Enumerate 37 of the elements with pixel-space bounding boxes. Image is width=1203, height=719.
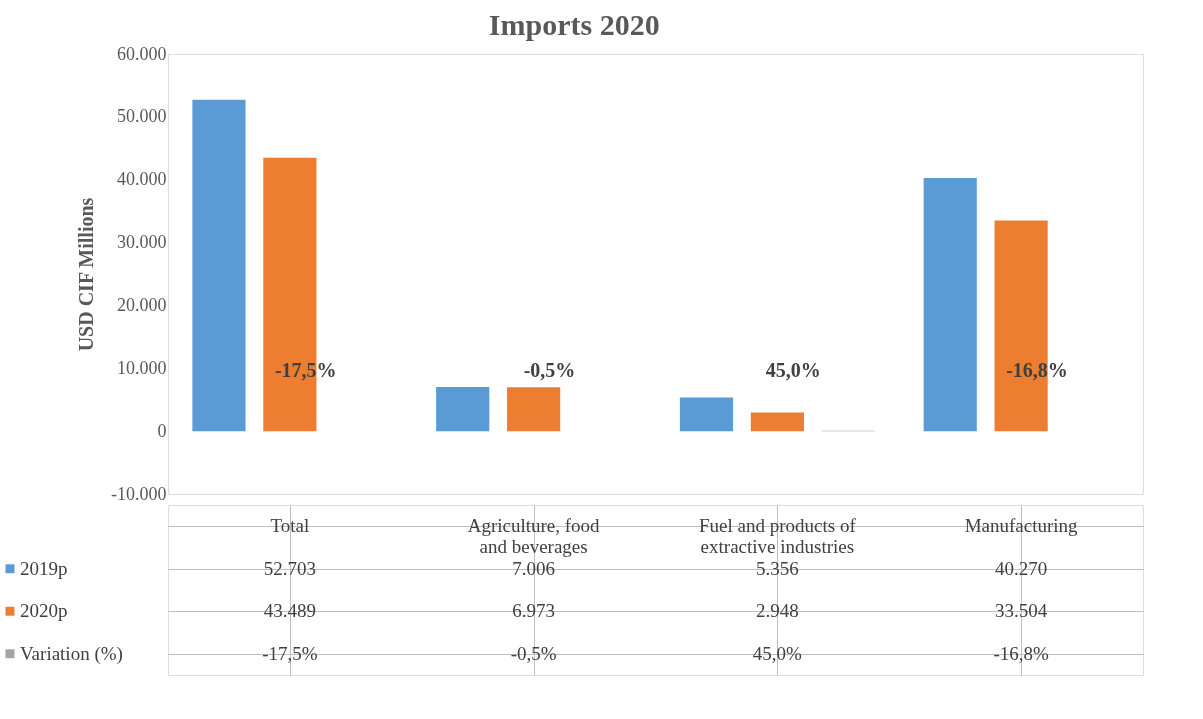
data-label: 7.006 [512, 557, 555, 579]
y-tick-label: 10.000 [117, 357, 167, 378]
y-tick-label: -10.000 [111, 483, 167, 504]
legend-label: 2019p [20, 557, 68, 579]
data-label: 5.356 [756, 557, 799, 579]
bar [436, 387, 490, 432]
legend-label: 2020p [20, 600, 68, 622]
bar [507, 387, 561, 432]
data-label: 2.948 [756, 600, 799, 622]
bar [750, 412, 804, 432]
y-tick-label: 20.000 [117, 294, 167, 315]
x-tick-label: Agriculture, food and beverages [467, 515, 601, 558]
data-label: 45,0% [752, 642, 803, 664]
text: 45,0% [765, 358, 821, 381]
y-tick-label: 40.000 [117, 169, 167, 190]
data-label: -0,5% [510, 642, 557, 664]
data-label: 33.504 [995, 600, 1048, 622]
y-tick-label: 50.000 [117, 106, 167, 127]
y-tick-label: 30.000 [117, 232, 167, 253]
data-label: 40.270 [995, 557, 1048, 579]
x-tick-label: Fuel and products of extractive industries [699, 515, 857, 558]
bar [192, 99, 246, 432]
data-label: -17,5% [262, 642, 318, 664]
y-axis-title: USD CIF Millions [75, 197, 98, 352]
bar [923, 178, 977, 432]
x-tick-label: Total [270, 515, 310, 537]
data-label: -16,8% [993, 642, 1049, 664]
y-tick-label: 0 [157, 420, 167, 441]
text: -0,5% [523, 359, 576, 382]
legend-label: Variation (%) [20, 642, 123, 665]
x-tick-label: Manufacturing [964, 515, 1079, 537]
bar [679, 397, 734, 432]
data-label: 6.973 [512, 600, 555, 622]
chart-title: Imports 2020 [488, 7, 660, 41]
data-label: 43.489 [263, 600, 316, 622]
data-label: 52.703 [263, 557, 316, 579]
y-tick-label: 60.000 [117, 43, 167, 64]
